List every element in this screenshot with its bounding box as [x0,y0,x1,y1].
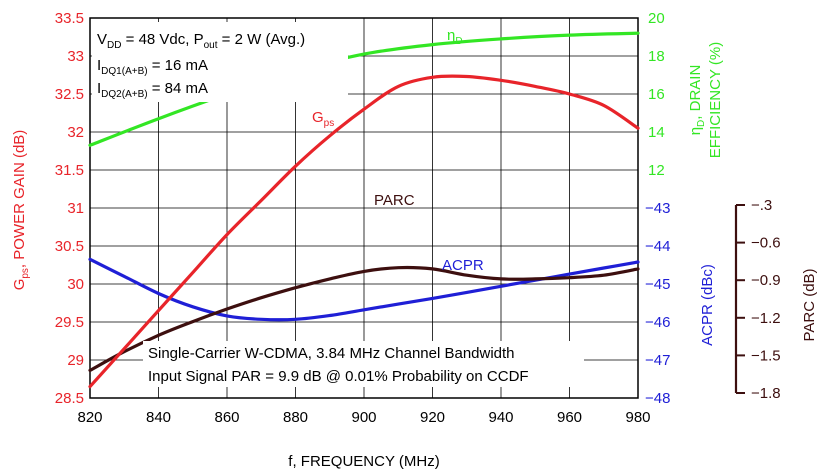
series-line-gps [88,74,640,389]
note-line-1: Single-Carrier W-CDMA, 3.84 MHz Channel … [148,345,515,362]
parc-tick-label-0: −.3 [751,197,772,214]
parc-series-label: PARC [374,192,415,209]
x-tick-label-5: 920 [420,409,445,426]
series-line-parc [88,265,640,372]
conditions-line-1: VDD = 48 Vdc, Pout = 2 W (Avg.) [97,31,305,51]
gain-tick-label-0: 33.5 [55,10,84,27]
parc-tick-label-3: −1.2 [751,310,781,327]
acpr-tick-label-4: −47 [645,352,670,369]
acpr-tick-label-1: −44 [645,238,670,255]
x-tick-label-4: 900 [351,409,376,426]
parc-tick-label-4: −1.5 [751,347,781,364]
gain-tick-label-2: 32.5 [55,86,84,103]
gain-tick-label-1: 33 [67,48,84,65]
acpr-tick-label-0: −43 [645,200,670,217]
gain-axis-label: Gps, POWER GAIN (dB) [11,130,31,291]
efficiency-tick-label-0: 20 [648,10,665,27]
parc-axis-label: PARC (dB) [801,268,818,341]
gain-tick-labels: 33.5 33 32.5 32 31.5 31 30.5 30 29.5 29 28.5 [55,10,84,407]
acpr-series-label: ACPR [442,257,484,274]
gain-tick-label-5: 31 [67,200,84,217]
acpr-tick-labels: −43 −44 −45 −46 −47 −48 [645,200,670,407]
eta-series-label: ηD [447,27,463,47]
gain-tick-label-4: 31.5 [55,162,84,179]
notes-background [143,341,584,387]
efficiency-tick-label-1: 18 [648,48,665,65]
x-axis-label: f, FREQUENCY (MHz) [288,453,439,470]
efficiency-tick-label-4: 12 [648,162,665,179]
conditions-line-3: IDQ2(A+B) = 84 mA [97,80,208,100]
gps-series-label: Gps [312,109,334,129]
conditions-background [92,22,348,102]
acpr-tick-label-5: −48 [645,390,670,407]
gain-axis-text: POWER GAIN (dB) [11,130,28,260]
efficiency-axis-label-line2: EFFICIENCY (%) [707,42,724,158]
efficiency-tick-label-2: 16 [648,86,665,103]
x-tick-label-0: 820 [77,409,102,426]
x-tick-label-2: 860 [214,409,239,426]
parc-tick-label-2: −0.9 [751,272,781,289]
gain-tick-label-7: 30 [67,276,84,293]
parc-axis [734,204,745,394]
gain-tick-label-10: 28.5 [55,390,84,407]
acpr-tick-label-2: −45 [645,276,670,293]
x-tick-label-1: 840 [146,409,171,426]
acpr-tick-label-3: −46 [645,314,670,331]
gain-tick-label-6: 30.5 [55,238,84,255]
gain-tick-label-3: 32 [67,124,84,141]
efficiency-axis-label-line1: ηD, DRAIN [687,65,707,136]
gain-axis-symbol: G [11,279,28,291]
plot-frame [89,17,639,399]
gain-tick-label-8: 29.5 [55,314,84,331]
parc-tick-label-5: −1.8 [751,385,781,402]
x-tick-label-3: 880 [283,409,308,426]
parc-tick-labels: −.3 −0.6 −0.9 −1.2 −1.5 −1.8 [751,197,781,402]
conditions-line-2: IDQ1(A+B) = 16 mA [97,57,208,77]
x-tick-label-7: 960 [557,409,582,426]
series-layer [88,31,640,389]
note-line-2: Input Signal PAR = 9.9 dB @ 0.01% Probab… [148,368,529,385]
series-line-eta [88,31,640,147]
efficiency-tick-labels: 20 18 16 14 12 [648,10,665,179]
x-tick-label-6: 940 [488,409,513,426]
gain-axis-subscript: ps [20,268,31,279]
gain-tick-label-9: 29 [67,352,84,369]
acpr-axis-label: ACPR (dBc) [699,264,716,346]
x-tick-label-8: 980 [625,409,650,426]
x-tick-labels: 820 840 860 880 900 920 940 960 980 [77,409,650,426]
parc-tick-label-1: −0.6 [751,235,781,252]
efficiency-tick-label-3: 14 [648,124,665,141]
